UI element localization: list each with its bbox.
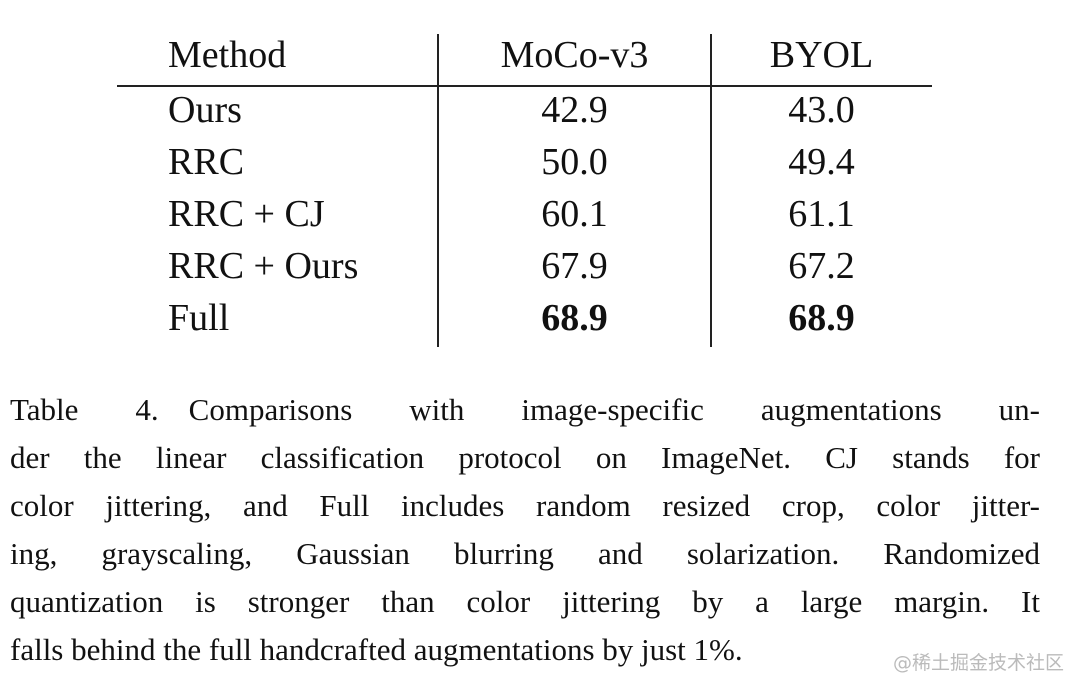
watermark: @稀土掘金技术社区 (893, 652, 1065, 674)
value: 67.2 (788, 245, 855, 287)
column-header: BYOL (769, 34, 874, 76)
value: 61.1 (788, 193, 855, 235)
column-header: Method (168, 34, 287, 76)
header-rule (117, 85, 932, 87)
column-header: MoCo-v3 (500, 34, 649, 76)
column-divider (710, 34, 712, 347)
value: 42.9 (541, 89, 608, 131)
method: Ours (168, 89, 242, 131)
value: 43.0 (788, 89, 855, 131)
method: RRC + Ours (168, 245, 359, 287)
value: 49.4 (788, 141, 855, 183)
value: 68.9 (788, 297, 855, 339)
value: 68.9 (541, 297, 608, 339)
method: RRC + CJ (168, 193, 325, 235)
method: Full (168, 297, 230, 339)
caption-line: color jittering, and Full includes rando… (10, 488, 1040, 523)
column-divider (437, 34, 439, 347)
value: 67.9 (541, 245, 608, 287)
caption-text: Comparisons with image-specific augmenta… (188, 392, 1040, 427)
method: RRC (168, 141, 245, 183)
caption-line: der the linear classification protocol o… (10, 440, 1040, 475)
caption-line: falls behind the full handcrafted augmen… (10, 632, 743, 667)
value: 60.1 (541, 193, 608, 235)
caption-label: Table 4. (10, 392, 159, 427)
caption-line: Table 4. Comparisons with image-specific … (10, 386, 1040, 434)
caption-line: ing, grayscaling, Gaussian blurring and … (10, 536, 1040, 571)
caption-line: quantization is stronger than color jitt… (10, 584, 1040, 619)
value: 50.0 (541, 141, 608, 183)
